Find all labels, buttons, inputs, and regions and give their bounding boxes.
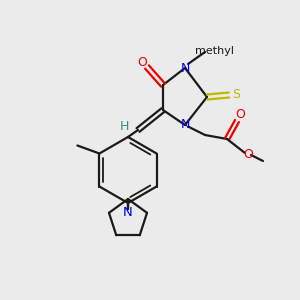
- Text: N: N: [180, 61, 190, 74]
- Text: N: N: [180, 118, 190, 131]
- Text: O: O: [243, 148, 253, 160]
- Text: S: S: [232, 88, 240, 101]
- Text: methyl: methyl: [196, 46, 235, 56]
- Text: O: O: [235, 109, 245, 122]
- Text: N: N: [123, 206, 133, 220]
- Text: H: H: [119, 119, 129, 133]
- Text: O: O: [137, 56, 147, 68]
